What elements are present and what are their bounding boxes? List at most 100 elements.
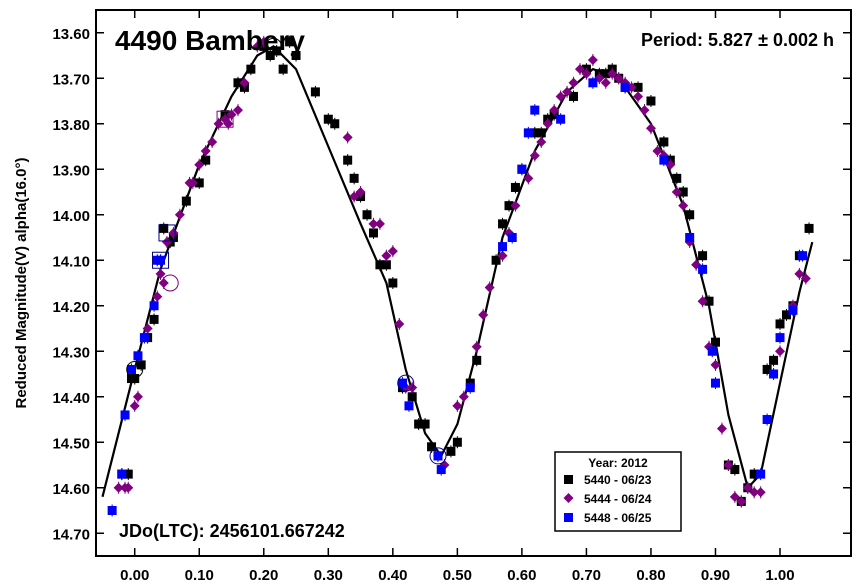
data-point-diamond [158,278,169,288]
x-tick-label: 0.90 [701,567,730,584]
legend-marker-blue-square [564,513,573,522]
data-point-square [633,82,643,92]
legend-entry-5440: 5440 - 06/23 [584,473,652,487]
data-point-square [756,469,766,479]
data-point-square [659,137,669,147]
data-point-square [465,383,475,393]
data-point-diamond [349,191,360,202]
data-point-square [117,469,127,479]
data-point-square [323,114,333,124]
data-point-square [130,374,140,384]
data-point-diamond [168,227,179,238]
data-point-diamond [452,400,463,411]
data-point-square [498,242,508,252]
data-point-square [762,415,772,424]
y-tick-label: 14.60 [52,481,90,498]
data-point-square [149,301,159,311]
data-point-square [446,446,456,456]
x-tick-label: 0.20 [249,567,278,584]
data-point-diamond [174,209,185,220]
data-point-diamond [729,491,740,502]
data-point-diamond [458,391,469,402]
legend-entry-5444: 5444 - 06/24 [584,492,652,506]
data-marks [101,35,814,517]
data-point-square [685,210,695,220]
data-point-diamond [710,359,721,370]
data-point-square [414,419,424,429]
data-point-square [159,223,169,233]
data-point-diamond [775,346,786,357]
data-point-square [272,46,282,56]
data-point-square [730,465,740,475]
data-point-square [672,173,682,183]
data-point-square [556,114,566,124]
data-point-diamond [484,282,495,293]
data-point-square [381,260,391,270]
data-point-diamond [607,68,618,79]
data-point-diamond [258,36,269,47]
data-point-square [201,155,211,165]
data-point-square [569,91,579,101]
legend-entry-5448: 5448 - 06/25 [584,511,652,525]
y-tick-label: 13.60 [52,26,90,43]
data-point-square [120,410,130,420]
x-tick-label: 0.10 [185,567,214,584]
data-point-square [233,78,243,88]
data-point-diamond [132,391,143,402]
period-label: Period: 5.827 ± 0.002 h [641,30,834,50]
data-point-diamond [510,200,521,211]
data-point-square [707,346,717,356]
data-point-square [291,51,301,60]
data-point-square [775,333,785,343]
data-point-diamond [755,487,766,498]
data-point-diamond [800,273,811,284]
data-point-square [181,196,191,206]
data-point-diamond [523,173,534,184]
data-point-diamond [536,136,547,147]
data-point-diamond [794,268,805,279]
data-point-diamond [207,136,218,147]
data-point-square [285,37,295,47]
data-point-diamond [129,400,140,411]
data-point-square [646,96,656,106]
data-point-diamond [716,423,727,434]
epoch-label: JDo(LTC): 2456101.667242 [119,521,345,541]
data-point-diamond [187,177,198,188]
data-point-diamond [161,237,172,248]
data-point-square [107,506,117,515]
data-point-square [398,378,408,388]
legend-marker-purple-diamond [563,493,574,503]
data-point-diamond [387,246,398,257]
data-point-square [265,51,275,60]
data-point-square [420,419,430,429]
data-point-diamond [581,68,592,79]
data-point-square [362,210,372,220]
highlight-circle [397,374,415,392]
data-point-square [452,437,462,447]
highlight-square [216,110,234,128]
data-point-square [349,173,359,183]
data-point-square [710,378,720,388]
data-point-diamond [600,77,611,88]
legend-marker-black-square [564,475,573,484]
data-point-diamond [549,105,560,116]
data-point-diamond [749,487,760,498]
data-point-square [388,278,398,288]
data-point-square [536,128,546,138]
legend-title: Year: 2012 [588,456,648,470]
legend: Year: 2012 5440 - 06/23 5444 - 06/24 544… [554,451,682,532]
data-point-square [781,310,791,320]
data-point-diamond [142,323,153,334]
data-point-diamond [671,187,682,197]
data-point-diamond [542,118,553,129]
data-point-diamond [562,86,573,97]
y-tick-label: 14.50 [52,435,90,452]
data-point-square [704,296,714,306]
y-tick-label: 14.70 [52,526,90,543]
x-tick-label: 0.80 [636,567,665,584]
data-point-square [404,401,414,411]
chart-title: 4490 Bambery [115,25,305,56]
data-point-square [769,369,779,379]
data-point-square [330,119,340,129]
axis-ticks: 0.00 0.10 0.20 0.30 0.40 0.50 0.60 0.70 0.80 0.90… [52,10,851,584]
